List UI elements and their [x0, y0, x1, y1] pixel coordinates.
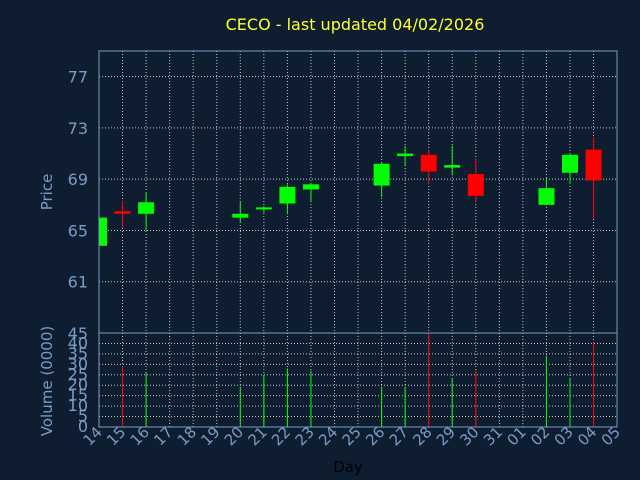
chart-title: CECO - last updated 04/02/2026 — [226, 15, 485, 34]
volume-tick-label: 20 — [68, 375, 88, 394]
volume-tick-label: 10 — [68, 396, 88, 415]
candle-body — [255, 207, 272, 210]
candle-body — [444, 165, 461, 168]
price-tick-label: 65 — [68, 221, 88, 240]
candle-body — [232, 213, 249, 218]
candle-body — [373, 163, 390, 186]
volume-tick-label: 40 — [68, 333, 88, 352]
candle-body — [302, 184, 319, 190]
candle-body — [279, 186, 296, 204]
candle-body — [99, 217, 107, 246]
price-tick-labels: 61 65 69 73 77 45 — [68, 68, 88, 343]
volume-tick-label: 15 — [68, 386, 88, 405]
x-tick-labels: 1415161718192021222324252627282930310102… — [80, 423, 624, 449]
volume-tick-label: 25 — [68, 365, 88, 384]
candle-body — [397, 153, 414, 157]
candles — [98, 136, 602, 246]
candle-body — [467, 174, 484, 196]
price-tick-label: 73 — [68, 119, 88, 138]
volume-tick-label: 5 — [78, 407, 88, 426]
candle-body — [420, 154, 437, 172]
price-tick-label: 77 — [68, 68, 88, 87]
candle-body — [585, 149, 602, 181]
x-axis-label: Day — [333, 458, 363, 476]
volume-bars — [122, 333, 595, 427]
candle-body — [114, 211, 131, 214]
price-tick-label: 69 — [68, 170, 88, 189]
price-tick-label: 61 — [68, 273, 88, 292]
volume-tick-label: 0 — [78, 417, 88, 436]
volume-axis-label: Volume (0000) — [38, 326, 56, 436]
volume-panel-frame — [98, 332, 618, 428]
volume-tick-label: 30 — [68, 354, 88, 373]
candle-body — [138, 202, 155, 214]
volume-max-label: 45 — [68, 324, 88, 343]
price-axis-label: Price — [38, 174, 56, 211]
candle-body — [562, 154, 578, 173]
candle-body — [538, 188, 555, 205]
volume-grid — [99, 333, 617, 428]
volume-tick-label: 35 — [68, 344, 88, 363]
